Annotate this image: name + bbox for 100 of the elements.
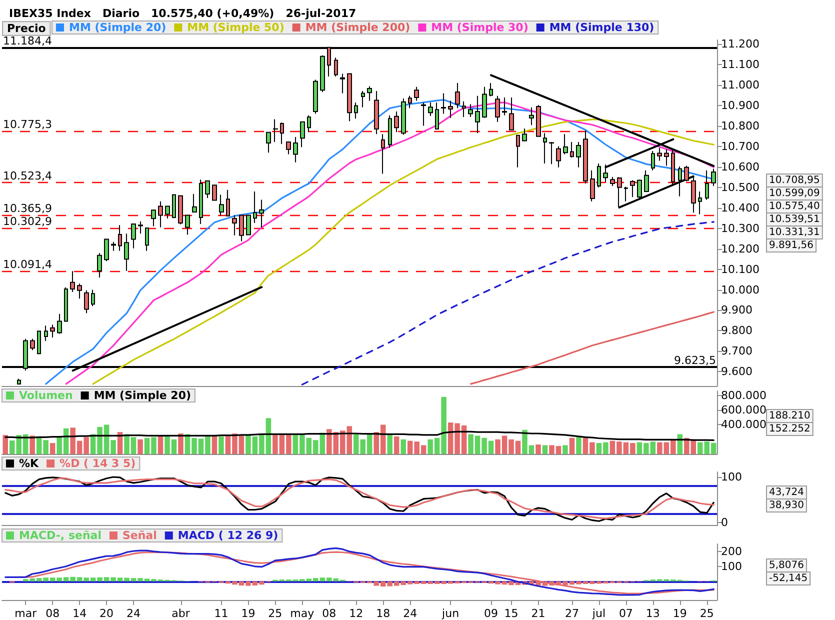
line-series — [4, 430, 714, 442]
candlestick — [334, 57, 338, 77]
candlestick — [347, 72, 352, 122]
candlestick — [158, 200, 163, 228]
text: 10.539,51 — [769, 214, 820, 225]
candlestick — [50, 324, 55, 338]
candlestick — [253, 191, 257, 224]
candlestick — [583, 130, 588, 184]
candlestick — [590, 170, 595, 202]
line-series — [301, 221, 714, 386]
x-tick-label: 11 — [214, 607, 228, 620]
y-tick-label: 11.000 — [721, 78, 760, 92]
candlestick — [57, 313, 62, 334]
bar — [569, 438, 575, 454]
candlestick — [421, 102, 426, 126]
legend-label: Volumen — [19, 389, 73, 402]
candlestick — [266, 132, 271, 154]
text: 10.331,31 — [769, 227, 820, 238]
candlestick — [630, 180, 635, 198]
candlestick — [462, 100, 466, 118]
y-tick-label: 10.900 — [721, 99, 760, 112]
candlestick — [145, 227, 149, 252]
line-series — [470, 311, 714, 385]
y-tick-label: 9.600 — [721, 365, 752, 378]
legend-label: MM (Simple 20) — [94, 389, 192, 402]
bar — [138, 439, 143, 454]
candlestick — [64, 286, 68, 322]
x-tick-label: 07 — [618, 607, 633, 620]
text: 152.252 — [769, 424, 810, 434]
candlestick — [570, 141, 574, 158]
candlestick — [657, 147, 662, 162]
candlestick — [698, 191, 702, 215]
candlestick — [522, 128, 527, 142]
x-tick-label: 14 — [72, 607, 87, 620]
text: 43,724 — [769, 487, 804, 498]
legend-label: MACD-, señal — [19, 529, 102, 542]
candlestick — [259, 199, 264, 228]
candlestick — [118, 224, 122, 252]
candlestick — [354, 102, 358, 120]
candlestick — [77, 283, 82, 300]
candlestick — [624, 186, 628, 202]
candlestick — [644, 170, 649, 192]
x-tick-label: 24 — [126, 607, 141, 620]
candlestick — [192, 193, 197, 213]
bar — [218, 436, 224, 454]
text: 10.599,09 — [769, 188, 820, 199]
candlestick — [219, 194, 224, 216]
y-tick-label: 10.300 — [721, 222, 760, 235]
x-tick-label: 08 — [322, 607, 336, 620]
candlestick — [226, 189, 230, 217]
candlestick — [212, 184, 217, 202]
y-tick-label: 10.200 — [721, 242, 760, 256]
y-tick-label: 200 — [721, 544, 742, 558]
candlestick — [131, 224, 136, 249]
y-tick-label: 11.200 — [721, 38, 760, 51]
y-tick-label: 10.500 — [721, 180, 760, 194]
candlestick — [502, 97, 507, 116]
bar — [542, 445, 548, 454]
candlestick — [705, 170, 709, 200]
y-tick-label: 9.900 — [721, 304, 752, 317]
candlestick — [394, 110, 399, 133]
candlestick — [563, 134, 568, 155]
candlestick — [232, 214, 237, 236]
candlestick — [172, 194, 176, 219]
candlestick — [374, 90, 379, 135]
candlestick — [468, 104, 473, 118]
candlestick — [435, 102, 439, 130]
candlestick — [489, 82, 493, 97]
text: 5,8076 — [769, 560, 804, 571]
legend-label: MM (Simple 200) — [305, 21, 410, 34]
x-tick-label: 25 — [700, 607, 714, 620]
y-tick-label: 11.100 — [721, 58, 760, 72]
y-tick-label: 600.000 — [721, 404, 766, 417]
candlestick — [293, 136, 298, 163]
y-tick-label: 800.000 — [721, 388, 766, 402]
x-tick-label: may — [290, 607, 315, 620]
candlestick — [97, 252, 102, 278]
bar — [562, 445, 568, 454]
x-tick-label: 20 — [100, 607, 114, 620]
legend-label: MM (Simple 50) — [187, 21, 284, 34]
x-tick-label: 25 — [268, 607, 282, 620]
candlestick — [482, 86, 487, 118]
y-tick-label: 100 — [721, 470, 742, 484]
candlestick — [536, 104, 541, 137]
chart-title: IBEX35 Index Diario 10.575,40 (+0,49%) 26-jul-2017 — [9, 7, 356, 20]
candlestick — [37, 330, 41, 355]
ref-line-label: 11.184,4 — [3, 34, 52, 48]
legend-label: Señal — [122, 529, 157, 542]
legend-label: %D ( 14 3 5) — [60, 457, 136, 470]
bar — [387, 434, 392, 454]
x-tick-label: 24 — [403, 607, 418, 620]
x-tick-label: 18 — [376, 607, 390, 620]
y-tick-label: 10.100 — [721, 262, 760, 276]
candlestick — [576, 141, 581, 168]
candlestick — [361, 90, 365, 108]
candlestick — [597, 162, 601, 188]
y-tick-label: 10.600 — [721, 160, 760, 174]
y-tick-label: 10.000 — [721, 283, 760, 296]
candlestick — [124, 233, 129, 272]
candlestick — [286, 141, 291, 155]
